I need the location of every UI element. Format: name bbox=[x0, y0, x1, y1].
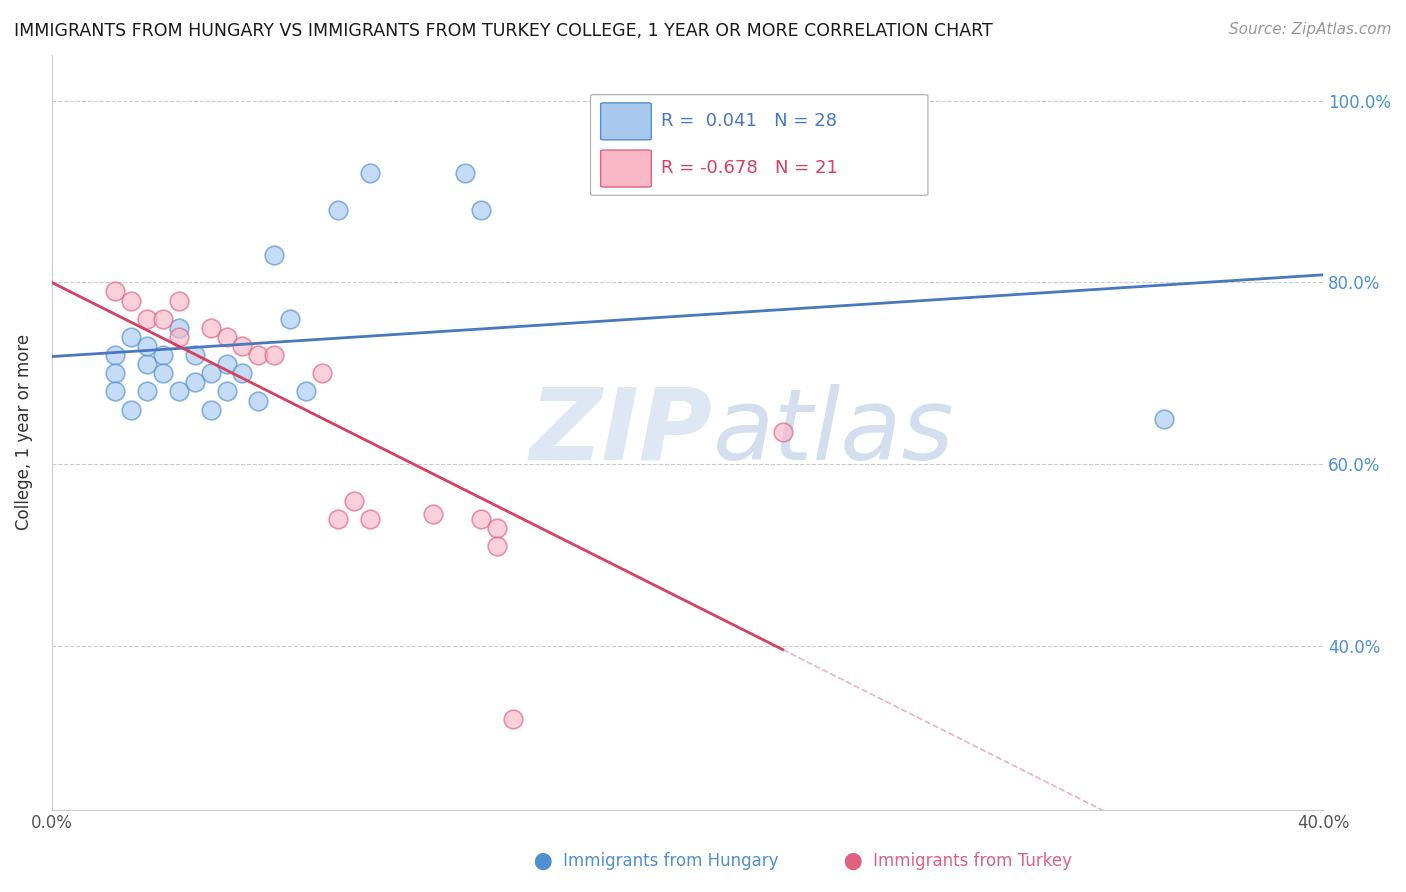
Point bbox=[311, 366, 333, 380]
Point bbox=[184, 348, 207, 362]
Point bbox=[167, 330, 190, 344]
FancyBboxPatch shape bbox=[600, 150, 651, 187]
Point bbox=[152, 311, 174, 326]
Point bbox=[104, 348, 127, 362]
Point bbox=[215, 330, 238, 344]
Point bbox=[152, 366, 174, 380]
Point bbox=[422, 507, 444, 521]
Point bbox=[120, 293, 142, 308]
Point bbox=[184, 376, 207, 390]
Point bbox=[136, 311, 159, 326]
Point bbox=[167, 321, 190, 335]
Point bbox=[136, 339, 159, 353]
Point bbox=[485, 521, 508, 535]
Point bbox=[136, 384, 159, 399]
Point bbox=[295, 384, 318, 399]
Y-axis label: College, 1 year or more: College, 1 year or more bbox=[15, 334, 32, 531]
Point bbox=[502, 712, 524, 726]
Point bbox=[200, 402, 222, 417]
Point bbox=[470, 202, 492, 217]
Point bbox=[247, 348, 270, 362]
Point bbox=[120, 402, 142, 417]
Text: IMMIGRANTS FROM HUNGARY VS IMMIGRANTS FROM TURKEY COLLEGE, 1 YEAR OR MORE CORREL: IMMIGRANTS FROM HUNGARY VS IMMIGRANTS FR… bbox=[14, 22, 993, 40]
Point bbox=[167, 293, 190, 308]
Point bbox=[263, 348, 285, 362]
FancyBboxPatch shape bbox=[600, 103, 651, 140]
Point bbox=[231, 339, 253, 353]
Point bbox=[359, 166, 381, 180]
Point bbox=[326, 202, 349, 217]
Point bbox=[120, 330, 142, 344]
Text: atlas: atlas bbox=[713, 384, 955, 481]
FancyBboxPatch shape bbox=[591, 95, 928, 195]
Point bbox=[200, 366, 222, 380]
Point bbox=[263, 248, 285, 262]
Point bbox=[167, 384, 190, 399]
Point bbox=[470, 511, 492, 525]
Text: R =  0.041   N = 28: R = 0.041 N = 28 bbox=[661, 112, 838, 130]
Point bbox=[343, 493, 366, 508]
Text: ⬤  Immigrants from Turkey: ⬤ Immigrants from Turkey bbox=[844, 852, 1071, 870]
Point bbox=[136, 357, 159, 371]
Point bbox=[454, 166, 477, 180]
Point bbox=[485, 539, 508, 553]
Point bbox=[359, 511, 381, 525]
Text: ⬤  Immigrants from Hungary: ⬤ Immigrants from Hungary bbox=[534, 852, 779, 870]
Point bbox=[247, 393, 270, 408]
Point bbox=[326, 511, 349, 525]
Point bbox=[152, 348, 174, 362]
Text: Source: ZipAtlas.com: Source: ZipAtlas.com bbox=[1229, 22, 1392, 37]
Point bbox=[278, 311, 301, 326]
Text: ZIP: ZIP bbox=[530, 384, 713, 481]
Point bbox=[104, 366, 127, 380]
Point bbox=[215, 384, 238, 399]
Point bbox=[231, 366, 253, 380]
Point bbox=[1153, 411, 1175, 425]
Point bbox=[104, 384, 127, 399]
Point bbox=[772, 425, 794, 440]
Point bbox=[104, 285, 127, 299]
Point bbox=[215, 357, 238, 371]
Text: R = -0.678   N = 21: R = -0.678 N = 21 bbox=[661, 159, 838, 177]
Point bbox=[200, 321, 222, 335]
